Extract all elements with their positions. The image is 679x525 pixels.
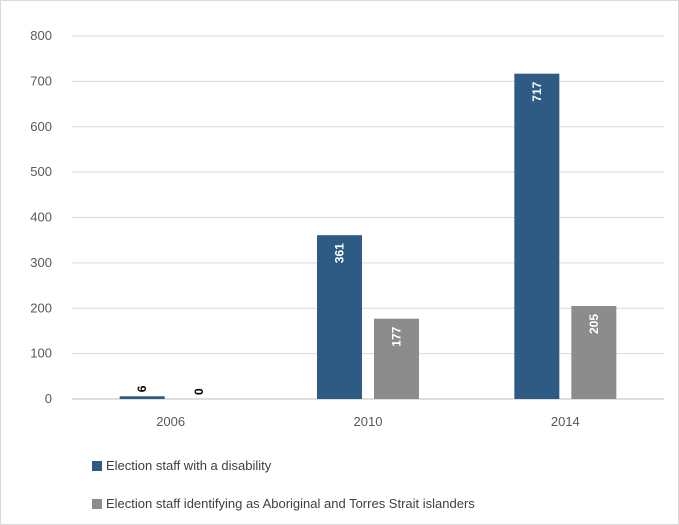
data-label: 6	[135, 385, 149, 392]
y-tick-label: 700	[30, 73, 52, 88]
y-tick-label: 400	[30, 210, 52, 225]
legend-label-disability: Election staff with a disability	[106, 458, 272, 473]
legend-swatch-disability	[92, 460, 102, 471]
bar	[514, 73, 560, 399]
x-tick-label: 2006	[156, 414, 185, 429]
y-tick-label: 100	[30, 346, 52, 361]
data-label: 205	[587, 314, 601, 334]
bar	[571, 305, 617, 399]
legend-label-aboriginal: Election staff identifying as Aboriginal…	[106, 496, 475, 511]
x-tick-label: 2014	[551, 414, 580, 429]
legend-swatch-aboriginal	[92, 498, 102, 509]
y-tick-label: 600	[30, 119, 52, 134]
y-tick-label: 500	[30, 164, 52, 179]
y-tick-label: 200	[30, 300, 52, 315]
legend-item-disability: Election staff with a disability	[92, 458, 271, 473]
data-label: 177	[390, 326, 404, 346]
y-tick-label: 800	[30, 28, 52, 43]
data-label: 361	[333, 243, 347, 263]
y-tick-label: 0	[45, 391, 52, 406]
y-tick-label: 300	[30, 255, 52, 270]
x-tick-label: 2010	[354, 414, 383, 429]
bar	[317, 235, 362, 399]
bar	[119, 396, 165, 399]
data-label: 717	[530, 81, 544, 101]
data-label: 0	[192, 388, 206, 395]
legend-item-aboriginal: Election staff identifying as Aboriginal…	[92, 496, 475, 511]
bar	[374, 318, 419, 399]
